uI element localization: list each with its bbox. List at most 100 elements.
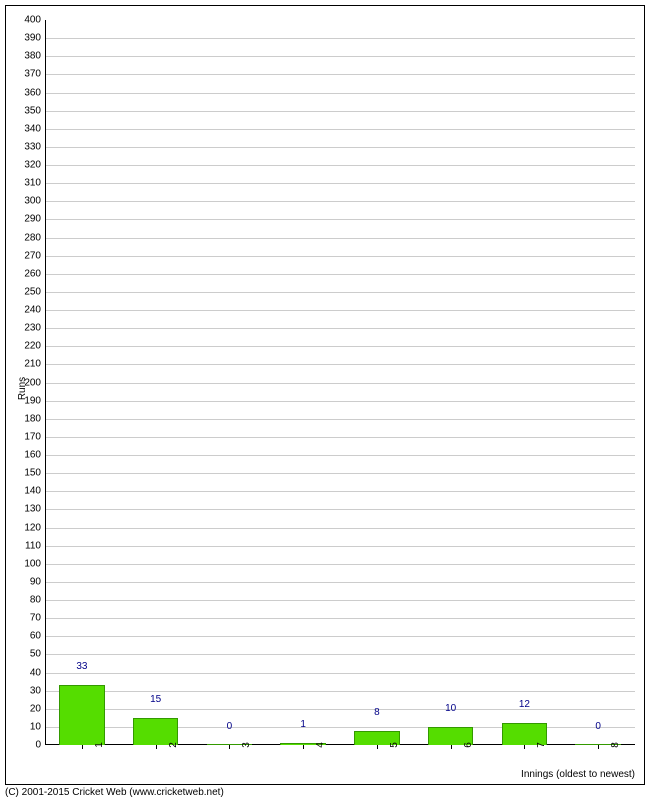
y-tick-label: 400 xyxy=(24,15,45,26)
x-tick-label: 5 xyxy=(377,742,400,748)
gridline xyxy=(45,419,635,420)
y-tick-label: 290 xyxy=(24,214,45,225)
gridline xyxy=(45,618,635,619)
gridline xyxy=(45,491,635,492)
gridline xyxy=(45,401,635,402)
y-tick-label: 300 xyxy=(24,196,45,207)
bar-value-label: 0 xyxy=(595,721,601,732)
y-tick-label: 70 xyxy=(30,613,45,624)
gridline xyxy=(45,636,635,637)
x-tick-label: 1 xyxy=(82,742,105,748)
y-axis-line xyxy=(45,20,46,745)
gridline xyxy=(45,274,635,275)
copyright-text: (C) 2001-2015 Cricket Web (www.cricketwe… xyxy=(5,787,224,798)
y-tick-label: 10 xyxy=(30,721,45,732)
y-tick-label: 250 xyxy=(24,286,45,297)
y-tick-label: 330 xyxy=(24,141,45,152)
y-tick-label: 150 xyxy=(24,468,45,479)
bar-value-label: 10 xyxy=(445,703,456,714)
bar-value-label: 12 xyxy=(519,699,530,710)
y-tick-label: 50 xyxy=(30,649,45,660)
y-tick-label: 280 xyxy=(24,232,45,243)
x-tick-label: 3 xyxy=(229,742,252,748)
gridline xyxy=(45,183,635,184)
gridline xyxy=(45,56,635,57)
y-tick-label: 40 xyxy=(30,667,45,678)
y-tick-label: 210 xyxy=(24,359,45,370)
y-tick-label: 350 xyxy=(24,105,45,116)
y-tick-label: 340 xyxy=(24,123,45,134)
gridline xyxy=(45,93,635,94)
gridline xyxy=(45,38,635,39)
y-tick-label: 140 xyxy=(24,486,45,497)
y-tick-label: 270 xyxy=(24,250,45,261)
y-tick-label: 90 xyxy=(30,576,45,587)
gridline xyxy=(45,582,635,583)
gridline xyxy=(45,455,635,456)
y-tick-label: 110 xyxy=(25,540,45,551)
y-tick-label: 30 xyxy=(30,685,45,696)
bar xyxy=(59,685,105,745)
y-tick-label: 240 xyxy=(24,305,45,316)
gridline xyxy=(45,238,635,239)
bar-value-label: 33 xyxy=(76,661,87,672)
gridline xyxy=(45,74,635,75)
x-tick-label: 4 xyxy=(303,742,326,748)
gridline xyxy=(45,328,635,329)
y-tick-label: 0 xyxy=(35,740,45,751)
y-tick-label: 120 xyxy=(24,522,45,533)
x-tick-label: 2 xyxy=(156,742,179,748)
gridline xyxy=(45,292,635,293)
gridline xyxy=(45,528,635,529)
y-tick-label: 170 xyxy=(24,431,45,442)
y-tick-label: 100 xyxy=(24,558,45,569)
y-tick-label: 80 xyxy=(30,595,45,606)
y-tick-label: 320 xyxy=(24,160,45,171)
gridline xyxy=(45,129,635,130)
y-tick-label: 220 xyxy=(24,341,45,352)
y-tick-label: 20 xyxy=(30,703,45,714)
gridline xyxy=(45,310,635,311)
y-tick-label: 260 xyxy=(24,268,45,279)
y-tick-label: 160 xyxy=(24,450,45,461)
y-tick-label: 180 xyxy=(24,413,45,424)
gridline xyxy=(45,564,635,565)
y-tick-label: 360 xyxy=(24,87,45,98)
plot-area: 0102030405060708090100110120130140150160… xyxy=(45,20,635,745)
gridline xyxy=(45,346,635,347)
gridline xyxy=(45,147,635,148)
y-tick-label: 370 xyxy=(24,69,45,80)
gridline xyxy=(45,219,635,220)
x-tick-label: 7 xyxy=(524,742,547,748)
gridline xyxy=(45,256,635,257)
gridline xyxy=(45,165,635,166)
y-tick-label: 230 xyxy=(24,323,45,334)
y-tick-label: 380 xyxy=(24,51,45,62)
gridline xyxy=(45,654,635,655)
y-tick-label: 60 xyxy=(30,631,45,642)
y-axis-title: Runs xyxy=(17,376,28,399)
bar-value-label: 8 xyxy=(374,707,380,718)
gridline xyxy=(45,473,635,474)
gridline xyxy=(45,201,635,202)
y-tick-label: 310 xyxy=(24,178,45,189)
bar-value-label: 15 xyxy=(150,694,161,705)
gridline xyxy=(45,673,635,674)
gridline xyxy=(45,691,635,692)
x-tick-label: 6 xyxy=(451,742,474,748)
chart-container: 0102030405060708090100110120130140150160… xyxy=(0,0,650,800)
bar-value-label: 1 xyxy=(300,719,306,730)
gridline xyxy=(45,709,635,710)
gridline xyxy=(45,364,635,365)
y-tick-label: 130 xyxy=(24,504,45,515)
x-tick-label: 8 xyxy=(598,742,621,748)
gridline xyxy=(45,600,635,601)
gridline xyxy=(45,509,635,510)
bar-value-label: 0 xyxy=(227,721,233,732)
gridline xyxy=(45,383,635,384)
gridline xyxy=(45,437,635,438)
x-axis-title: Innings (oldest to newest) xyxy=(521,769,635,780)
gridline xyxy=(45,546,635,547)
gridline xyxy=(45,111,635,112)
y-tick-label: 390 xyxy=(24,33,45,44)
